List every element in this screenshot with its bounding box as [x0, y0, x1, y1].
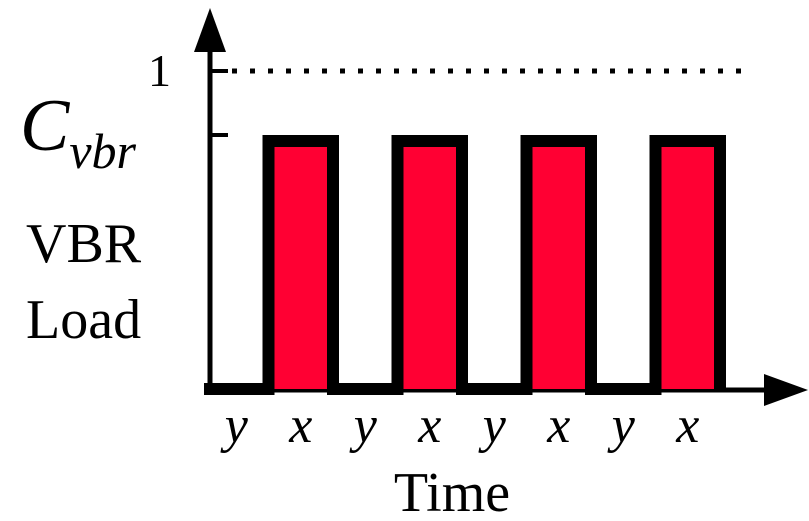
pulse-7 — [655, 140, 720, 389]
slot-label-7: x — [675, 397, 699, 454]
y-axis-label: VBR Load — [26, 213, 142, 351]
pulse-5 — [526, 140, 591, 389]
waveform-outline — [204, 134, 726, 395]
slot-label-1: x — [288, 397, 312, 454]
pulses — [268, 140, 720, 389]
cvbr-reference: Cvbr — [20, 85, 228, 179]
y-axis-label-line-2: Load — [26, 289, 141, 351]
slot-label-6: y — [607, 397, 636, 454]
slot-label-4: y — [478, 397, 507, 454]
x-axis-label: Time — [394, 462, 510, 521]
cvbr-label-sub: vbr — [69, 123, 136, 179]
slot-label-5: x — [546, 397, 570, 454]
level-one-label: 1 — [148, 45, 171, 96]
cvbr-label-main: C — [20, 85, 71, 167]
x-axis-arrowhead — [764, 374, 808, 406]
cvbr-label: Cvbr — [20, 85, 137, 179]
load-waveform — [204, 134, 726, 395]
slot-label-0: y — [220, 397, 249, 454]
y-axis-arrowhead — [194, 8, 226, 52]
level-one-reference: 1 — [148, 45, 745, 96]
slot-label-2: y — [349, 397, 378, 454]
slot-label-3: x — [417, 397, 441, 454]
pulse-1 — [268, 140, 333, 389]
y-axis-label-line-1: VBR — [26, 213, 142, 275]
pulse-3 — [397, 140, 462, 389]
